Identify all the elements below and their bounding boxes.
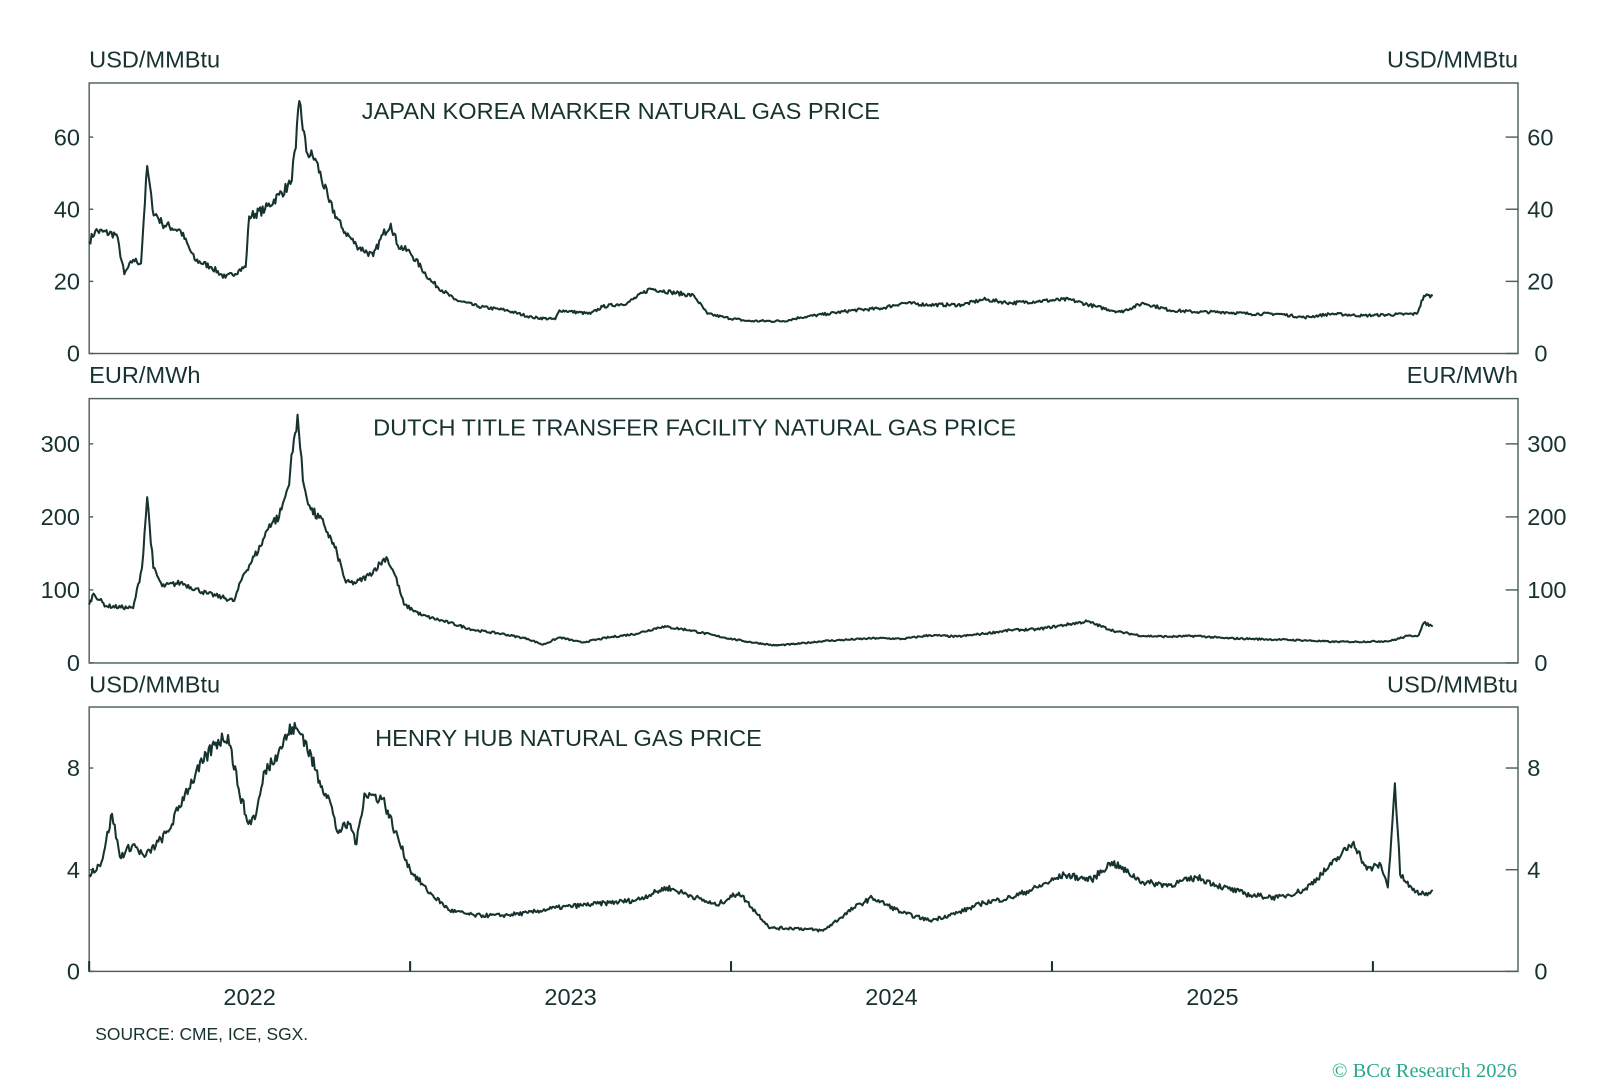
- y-tick-label-right: 40: [1527, 196, 1553, 222]
- y-axis-unit-right: USD/MMBtu: [1387, 47, 1518, 73]
- y-tick-label-right: 20: [1527, 269, 1553, 295]
- x-tick-label: 2023: [544, 984, 596, 1010]
- y-tick-label-left: 200: [41, 504, 80, 530]
- y-tick-label-left: 0: [67, 341, 80, 367]
- panel-title: HENRY HUB NATURAL GAS PRICE: [375, 725, 762, 751]
- brand-watermark: © BCα Research 2026: [1332, 1060, 1517, 1080]
- plot-frame: [88, 82, 1519, 355]
- price-series-line: [88, 413, 1434, 647]
- price-series-line: [88, 100, 1434, 323]
- y-tick-label-right: 0: [1534, 341, 1547, 367]
- y-axis-unit-right: USD/MMBtu: [1387, 672, 1518, 698]
- y-tick-label-left: 40: [54, 196, 80, 222]
- y-tick-label-right: 100: [1527, 577, 1566, 603]
- y-tick-label-left: 4: [67, 857, 80, 883]
- panel-title: DUTCH TITLE TRANSFER FACILITY NATURAL GA…: [373, 414, 1016, 440]
- y-axis-unit-left: EUR/MWh: [89, 362, 200, 388]
- y-tick-label-left: 0: [67, 650, 80, 676]
- y-tick-label-right: 60: [1527, 124, 1553, 150]
- y-tick-label-right: 0: [1534, 959, 1547, 985]
- y-axis-unit-left: USD/MMBtu: [89, 47, 220, 73]
- y-tick-label-right: 8: [1527, 755, 1540, 781]
- y-tick-label-right: 4: [1527, 857, 1540, 883]
- plot-frame: [88, 397, 1519, 664]
- y-tick-label-left: 0: [67, 959, 80, 985]
- x-tick-label: 2024: [865, 984, 917, 1010]
- y-tick-label-left: 20: [54, 269, 80, 295]
- y-tick-label-right: 0: [1534, 650, 1547, 676]
- y-tick-label-right: 300: [1527, 431, 1566, 457]
- y-tick-label-left: 8: [67, 755, 80, 781]
- y-axis-unit-right: EUR/MWh: [1407, 362, 1518, 388]
- price-series-line: [88, 721, 1434, 933]
- panel-title: JAPAN KOREA MARKER NATURAL GAS PRICE: [362, 98, 880, 124]
- plot-frame: [88, 706, 1519, 973]
- x-tick-label: 2022: [223, 984, 275, 1010]
- y-tick-label-left: 100: [41, 577, 80, 603]
- y-tick-label-right: 200: [1527, 504, 1566, 530]
- y-tick-label-left: 300: [41, 431, 80, 457]
- source-note: SOURCE: CME, ICE, SGX.: [95, 1024, 308, 1044]
- x-tick-label: 2025: [1186, 984, 1238, 1010]
- y-axis-unit-left: USD/MMBtu: [89, 672, 220, 698]
- y-tick-label-left: 60: [54, 124, 80, 150]
